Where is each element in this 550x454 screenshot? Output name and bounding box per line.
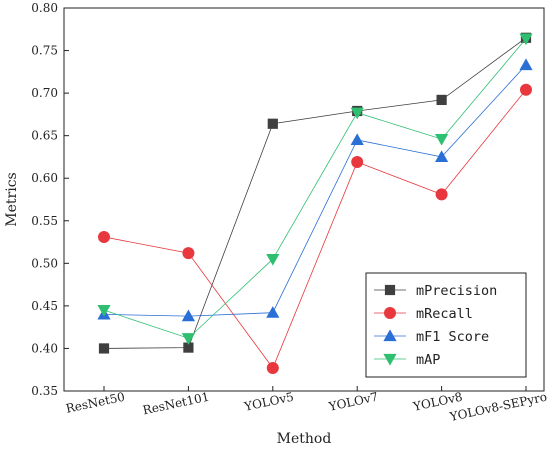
- legend-item: mF1 Score: [374, 329, 489, 345]
- y-tick-label: 0.50: [31, 256, 58, 270]
- legend-marker: [383, 329, 397, 342]
- y-tick-label: 0.40: [31, 341, 58, 355]
- data-point: [435, 150, 449, 163]
- data-point: [98, 230, 110, 243]
- data-point: [181, 333, 195, 345]
- y-tick-label: 0.65: [31, 129, 58, 143]
- data-point: [266, 306, 280, 318]
- data-point: [519, 58, 533, 71]
- y-tick-label: 0.60: [31, 171, 58, 185]
- data-point: [436, 94, 447, 106]
- data-point: [519, 33, 533, 46]
- data-point: [435, 188, 448, 201]
- series-2: [97, 58, 533, 322]
- y-tick-label: 0.45: [31, 299, 58, 313]
- x-tick-label: YOLOv7: [327, 390, 380, 414]
- data-point: [520, 83, 532, 96]
- y-tick-label: 0.35: [31, 384, 58, 398]
- legend-label: mRecall: [416, 306, 473, 322]
- x-axis-ticks: ResNet50 ResNet101 YOLOv5 YOLOv7 YOLOv8YOLOv…: [65, 386, 549, 424]
- legend-label: mPrecision: [416, 283, 497, 299]
- data-point: [266, 362, 279, 375]
- series-layer: [97, 32, 533, 375]
- data-point: [266, 253, 280, 266]
- x-tick-label: YOLOv8-SEPyro: [448, 390, 549, 424]
- data-point: [350, 133, 364, 146]
- y-axis-title: Metrics: [4, 172, 20, 226]
- legend-item: mAP: [374, 352, 440, 368]
- series-line: [103, 64, 527, 317]
- x-tick-label: ResNet101: [141, 390, 210, 418]
- series-1: [98, 83, 532, 375]
- y-tick-label: 0.75: [31, 44, 58, 58]
- data-point: [182, 247, 195, 260]
- series-line: [103, 89, 527, 369]
- data-point: [183, 342, 194, 353]
- y-tick-label: 0.80: [31, 1, 58, 15]
- data-point: [97, 305, 111, 317]
- y-tick-label: 0.70: [31, 86, 58, 100]
- legend-label: mAP: [416, 352, 440, 368]
- data-point: [181, 309, 195, 322]
- data-point: [350, 107, 364, 120]
- y-axis-ticks: 0.35 0.40 0.45 0.50 0.55 0.60 0.65 0.70 0.75 0.80: [31, 1, 69, 398]
- legend-marker: [384, 284, 396, 296]
- legend-marker: [384, 307, 396, 319]
- legend-label: mF1 Score: [416, 329, 489, 345]
- legend: mPrecision mRecall mF1 Score mAP: [365, 272, 527, 378]
- x-axis-title: Method: [277, 431, 332, 447]
- series-line: [103, 37, 527, 349]
- data-point: [98, 343, 110, 354]
- legend-marker: [383, 353, 397, 366]
- x-tick-label: YOLOv5: [242, 390, 295, 414]
- legend-item: mRecall: [374, 306, 473, 322]
- data-point: [267, 118, 278, 129]
- y-tick-label: 0.55: [31, 214, 58, 228]
- data-point: [351, 156, 364, 169]
- series-3: [97, 33, 533, 345]
- plot-frame: [63, 7, 545, 392]
- x-tick-label: ResNet50: [65, 390, 127, 416]
- data-point: [435, 133, 449, 146]
- series-line: [103, 38, 527, 339]
- legend-item: mPrecision: [374, 283, 497, 299]
